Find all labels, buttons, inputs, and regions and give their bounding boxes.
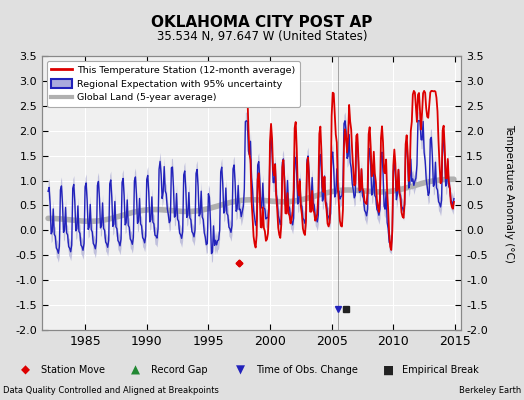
Text: Berkeley Earth: Berkeley Earth bbox=[459, 386, 521, 395]
Text: 35.534 N, 97.647 W (United States): 35.534 N, 97.647 W (United States) bbox=[157, 30, 367, 43]
Text: ▲: ▲ bbox=[131, 364, 140, 376]
Legend: This Temperature Station (12-month average), Regional Expectation with 95% uncer: This Temperature Station (12-month avera… bbox=[47, 61, 300, 107]
Text: Empirical Break: Empirical Break bbox=[402, 365, 479, 375]
Text: Record Gap: Record Gap bbox=[151, 365, 208, 375]
Text: Station Move: Station Move bbox=[41, 365, 105, 375]
Text: Time of Obs. Change: Time of Obs. Change bbox=[256, 365, 357, 375]
Text: ▼: ▼ bbox=[236, 364, 245, 376]
Text: OKLAHOMA CITY POST AP: OKLAHOMA CITY POST AP bbox=[151, 15, 373, 30]
Text: ■: ■ bbox=[383, 364, 394, 376]
Y-axis label: Temperature Anomaly (°C): Temperature Anomaly (°C) bbox=[505, 124, 515, 262]
Text: Data Quality Controlled and Aligned at Breakpoints: Data Quality Controlled and Aligned at B… bbox=[3, 386, 219, 395]
Text: ◆: ◆ bbox=[21, 364, 30, 376]
